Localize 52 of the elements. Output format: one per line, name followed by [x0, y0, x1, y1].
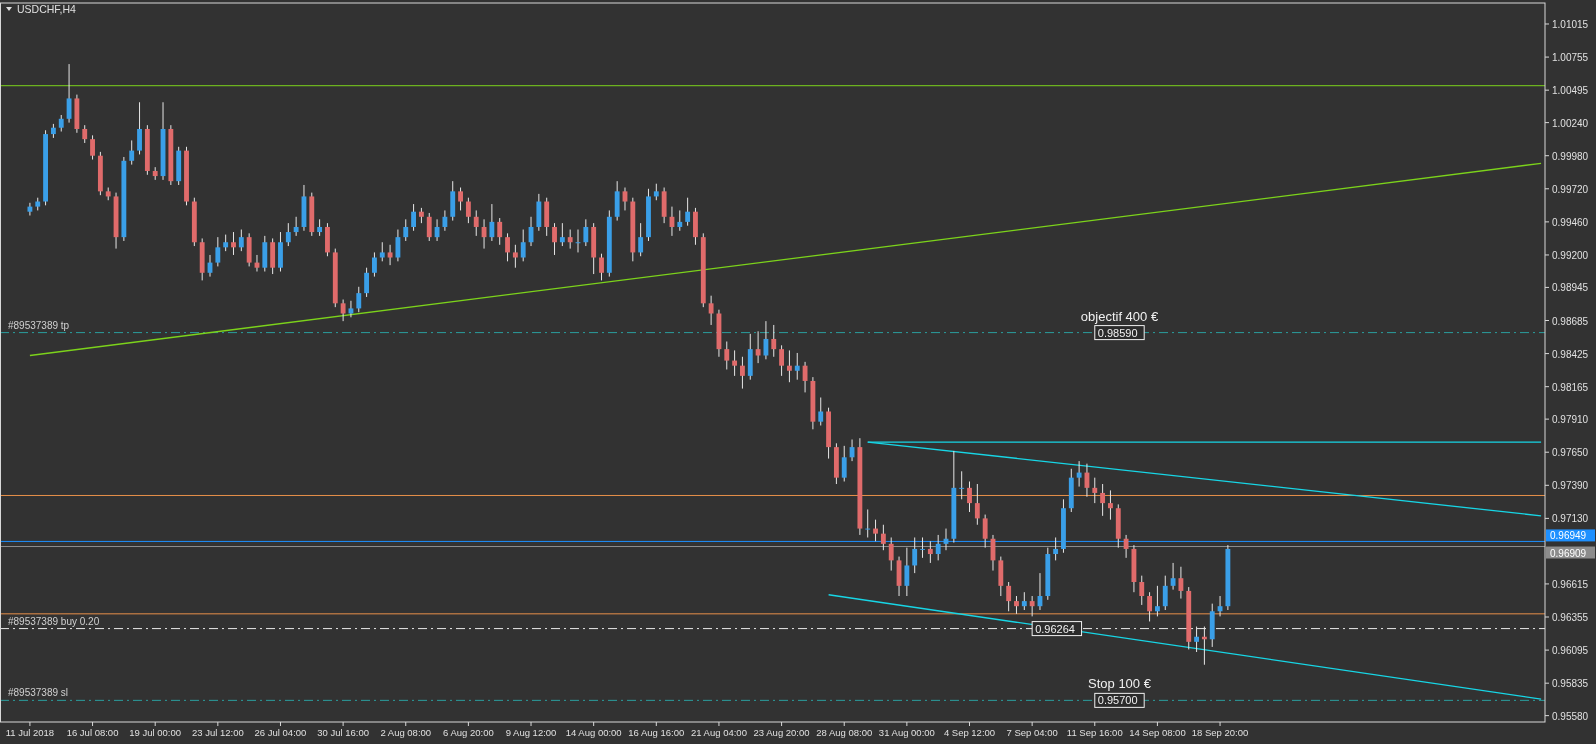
y-tick-label: 0.97910 [1552, 414, 1589, 426]
y-tick-label: 1.00240 [1552, 117, 1589, 129]
x-tick-label: 16 Jul 08:00 [66, 727, 119, 738]
x-tick-label: 18 Sep 20:00 [1191, 727, 1249, 738]
ref-line-label: #89537389 tp [8, 319, 70, 331]
y-tick-label: 0.98165 [1552, 381, 1589, 393]
x-tick-label: 23 Aug 20:00 [753, 727, 810, 738]
y-tick-label: 0.99980 [1552, 150, 1589, 162]
x-tick-label: 26 Jul 04:00 [254, 727, 307, 738]
y-tick-label: 0.96355 [1552, 612, 1589, 624]
x-tick-label: 16 Aug 16:00 [628, 727, 685, 738]
x-tick-label: 28 Aug 08:00 [816, 727, 873, 738]
x-tick-label: 11 Sep 16:00 [1066, 727, 1123, 738]
y-tick-label: 0.97130 [1552, 513, 1589, 525]
x-tick-label: 2 Aug 08:00 [380, 727, 432, 738]
x-tick-label: 21 Aug 04:00 [690, 727, 747, 738]
ref-line-label: 0.96909 [1550, 547, 1587, 559]
y-tick-label: 0.97650 [1552, 447, 1589, 459]
y-tick-label: 1.01015 [1552, 19, 1589, 30]
y-tick-label: 0.97390 [1552, 480, 1589, 492]
x-tick-label: 4 Sep 12:00 [943, 727, 996, 738]
x-tick-label: 11 Jul 2018 [5, 727, 55, 738]
y-tick-label: 0.96615 [1552, 578, 1589, 590]
y-tick-label: 0.98685 [1552, 315, 1589, 327]
y-tick-label: 0.99200 [1552, 249, 1589, 261]
ref-line-label: #89537389 sl [8, 687, 69, 699]
y-tick-label: 0.98425 [1552, 348, 1589, 360]
y-tick-label: 1.00495 [1552, 85, 1589, 97]
annotation: objectif 400 € [1080, 308, 1159, 324]
x-tick-label: 14 Sep 08:00 [1129, 727, 1186, 738]
y-tick-label: 0.98945 [1552, 282, 1589, 294]
annotation: 0.95700 [1097, 694, 1138, 707]
x-tick-label: 14 Aug 00:00 [565, 727, 622, 738]
x-tick-label: 7 Sep 04:00 [1006, 727, 1058, 738]
ref-line-label: #89537389 buy 0.20 [8, 615, 100, 627]
y-tick-label: 0.95835 [1552, 678, 1589, 690]
y-tick-label: 0.95580 [1552, 710, 1589, 722]
x-tick-label: 23 Jul 12:00 [191, 727, 244, 738]
ref-line-label: 0.96949 [1550, 530, 1587, 542]
x-tick-label: 19 Jul 00:00 [129, 727, 182, 738]
chart-title: USDCHF,H4 [17, 3, 77, 15]
x-tick-label: 9 Aug 12:00 [505, 727, 557, 738]
annotation: 0.96264 [1035, 622, 1075, 635]
x-tick-label: 30 Jul 16:00 [317, 727, 369, 738]
x-tick-label: 31 Aug 00:00 [878, 727, 935, 738]
y-tick-label: 0.96095 [1552, 645, 1589, 657]
annotation: 0.98590 [1097, 326, 1138, 339]
y-tick-label: 0.99460 [1552, 216, 1589, 228]
annotation: Stop 100 € [1088, 676, 1152, 692]
x-tick-label: 6 Aug 20:00 [443, 727, 494, 738]
y-tick-label: 0.99720 [1552, 183, 1589, 195]
y-tick-label: 1.00755 [1552, 52, 1589, 64]
